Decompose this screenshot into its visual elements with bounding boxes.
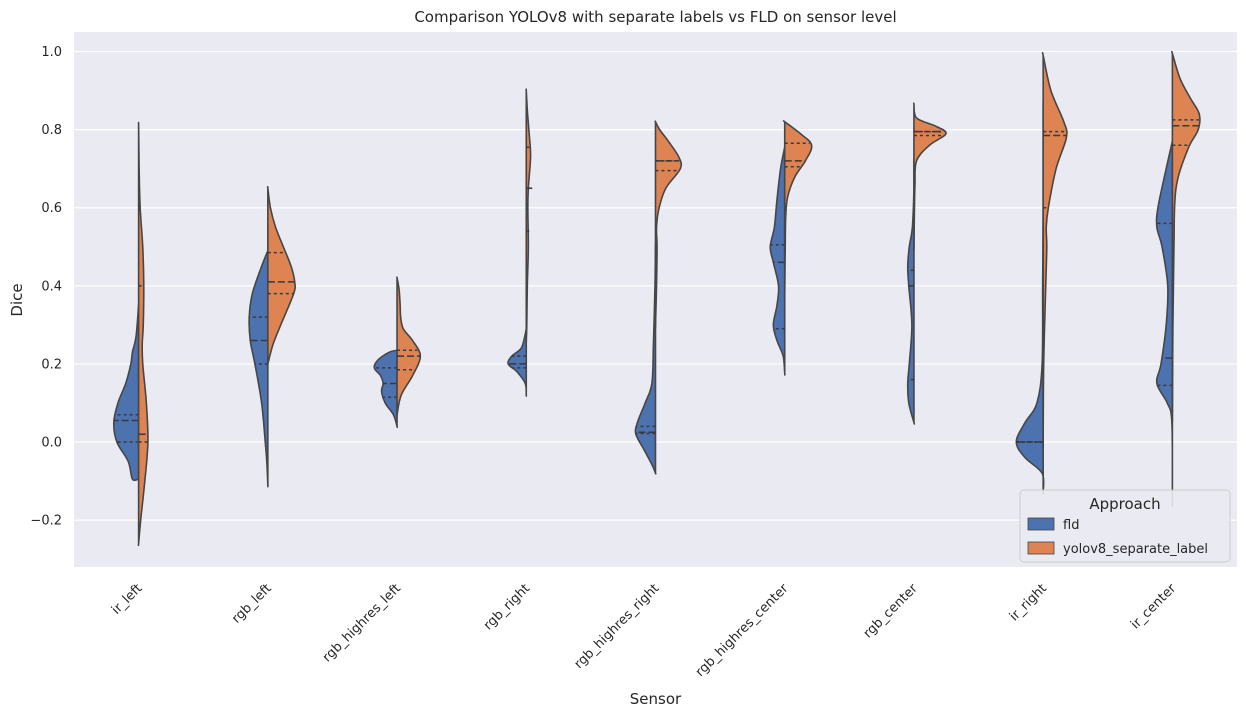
x-tick-label: rgb_left (229, 581, 274, 626)
y-tick-label: 0.2 (41, 357, 62, 372)
x-tick-label: rgb_highres_center (693, 581, 792, 680)
y-axis-label: Dice (8, 283, 26, 316)
violin-yolov8_separate_label-rgb_left (266, 185, 297, 367)
legend-entry-fld: fld (1063, 518, 1079, 533)
x-tick-label: rgb_highres_right (572, 581, 663, 672)
x-tick-label: rgb_center (861, 581, 922, 642)
y-tick-label: 0.8 (41, 123, 62, 138)
y-tick-label: −0.2 (30, 514, 62, 529)
violin-yolov8_separate_label-rgb_highres_left (395, 276, 422, 417)
y-tick-label: 0.0 (41, 436, 62, 451)
violin-fld-ir_left (112, 302, 140, 482)
x-tick-label: rgb_highres_left (320, 581, 404, 665)
violin-yolov8_separate_label-ir_right (1041, 52, 1068, 449)
x-axis-label: Sensor (630, 690, 682, 708)
violin-yolov8_separate_label-rgb_highres_right (654, 120, 683, 329)
violin-fld-rgb_highres_center (769, 144, 786, 376)
violin-yolov8_separate_label-rgb_highres_center (782, 120, 813, 298)
legend-title: Approach (1089, 495, 1160, 513)
legend: Approach fld yolov8_separate_label (1019, 489, 1231, 563)
legend-swatch-yolov8 (1027, 541, 1055, 555)
violin-yolov8_separate_label-ir_center (1171, 50, 1201, 423)
violin-fld-rgb_highres_left (373, 349, 399, 429)
legend-entry-yolov8: yolov8_separate_label (1063, 542, 1208, 557)
x-tick-label: ir_right (1007, 581, 1050, 624)
x-tick-labels: ir_left rgb_left rgb_highres_left rgb_right… (109, 581, 1180, 680)
x-tick-label: rgb_right (481, 581, 533, 633)
x-tick-label: ir_center (1128, 581, 1180, 633)
violin-yolov8_separate_label-ir_left (137, 121, 149, 547)
legend-box (1019, 489, 1231, 563)
y-tick-label: 0.4 (41, 279, 62, 294)
legend-swatch-fld (1027, 517, 1055, 531)
violin-yolov8_separate_label-rgb_center (912, 102, 947, 251)
violin-fld-rgb_left (248, 248, 270, 488)
y-tick-label: 1.0 (41, 45, 62, 60)
violin-fld-ir_center (1155, 138, 1174, 508)
y-tick-labels: −0.2 0.0 0.2 0.4 0.6 0.8 1.0 (30, 45, 62, 529)
x-tick-label: ir_left (109, 581, 145, 617)
chart-title: Comparison YOLOv8 with separate labels v… (414, 8, 896, 26)
violins (112, 50, 1201, 547)
y-tick-label: 0.6 (41, 201, 62, 216)
